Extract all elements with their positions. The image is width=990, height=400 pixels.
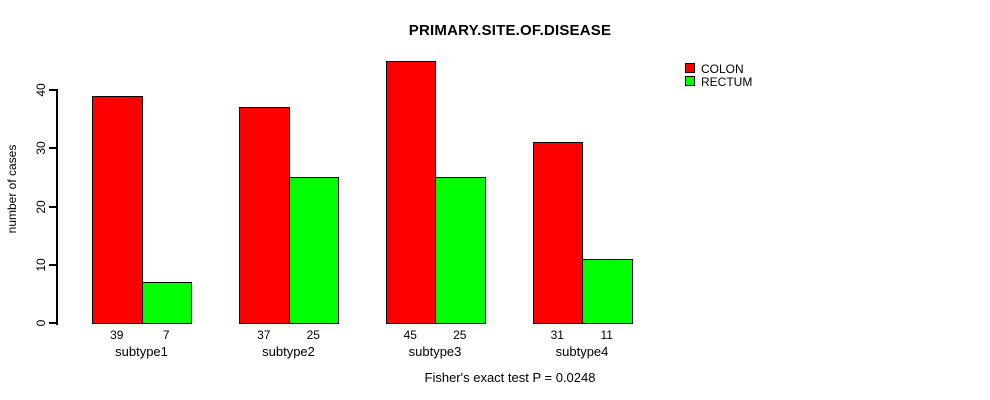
bar-value-label: 45 <box>403 328 417 342</box>
bar-rectum-subtype3 <box>435 177 486 324</box>
y-tick <box>49 205 56 208</box>
category-label-subtype1: subtype1 <box>115 344 168 359</box>
category-label-subtype3: subtype3 <box>408 344 462 359</box>
bar-rectum-subtype2 <box>288 177 339 324</box>
y-tick-label: 30 <box>34 141 48 155</box>
bar-colon-subtype1 <box>92 95 143 324</box>
bar-value-label: 39 <box>110 328 124 342</box>
y-tick <box>49 322 56 324</box>
bar-value-label: 25 <box>453 328 467 342</box>
bar-value-label: 7 <box>162 328 170 342</box>
y-tick-label: 0 <box>34 319 48 327</box>
bar-rectum-subtype1 <box>141 282 192 324</box>
y-tick-label: 20 <box>34 199 48 214</box>
y-tick <box>49 89 56 91</box>
bar-value-label: 25 <box>306 328 320 342</box>
category-label-subtype2: subtype2 <box>262 344 315 359</box>
bar-rectum-subtype4 <box>582 258 633 324</box>
y-tick <box>49 147 56 150</box>
bar-colon-subtype4 <box>532 142 583 324</box>
y-tick <box>49 263 56 266</box>
y-axis-label: number of cases <box>5 144 19 234</box>
y-tick-label: 10 <box>34 258 48 272</box>
legend-swatch-colon <box>685 63 695 73</box>
legend-label: COLON <box>701 62 744 76</box>
bar-value-label: 11 <box>600 328 613 342</box>
y-axis-line <box>56 89 58 325</box>
bar-value-label: 37 <box>257 328 271 342</box>
legend-label: RECTUM <box>701 74 753 89</box>
bar-colon-subtype2 <box>239 107 290 324</box>
y-tick-label: 40 <box>34 83 48 97</box>
bar-value-label: 31 <box>550 328 564 342</box>
chart-title: PRIMARY.SITE.OF.DISEASE <box>408 22 612 39</box>
annotation-fisher-test: Fisher's exact test P = 0.0248 <box>424 370 596 385</box>
legend-swatch-rectum <box>685 75 695 86</box>
category-label-subtype4: subtype4 <box>555 344 609 359</box>
bar-colon-subtype3 <box>385 60 436 324</box>
